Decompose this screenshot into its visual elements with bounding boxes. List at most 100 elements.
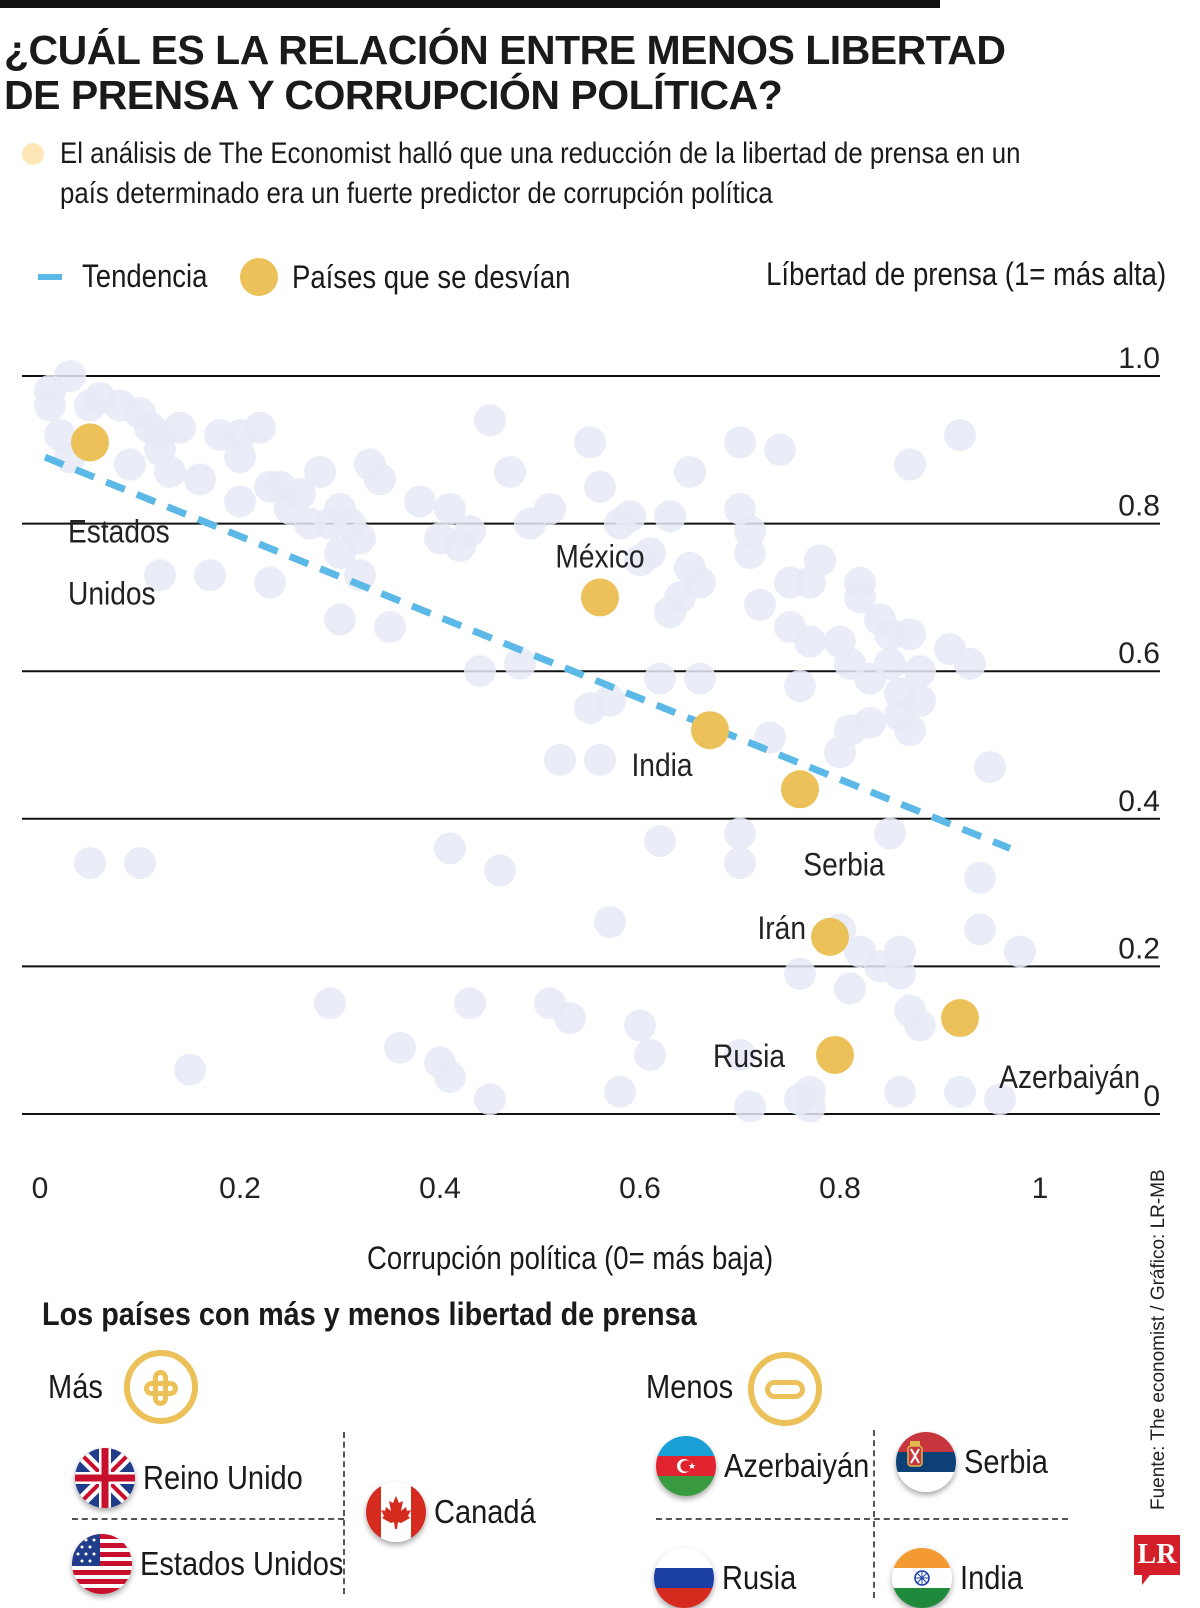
data-point <box>634 1038 666 1071</box>
data-point <box>594 906 626 939</box>
country-canada: Canadá <box>366 1482 550 1542</box>
data-point <box>724 1038 756 1071</box>
plus-icon <box>124 1350 198 1424</box>
highlight-point <box>71 423 109 462</box>
data-point <box>314 987 346 1020</box>
data-point <box>584 470 616 503</box>
country-label: Irán <box>757 911 806 946</box>
azerbaijan-flag-icon <box>656 1436 716 1496</box>
data-point <box>894 448 926 481</box>
country-india: India <box>892 1548 1032 1608</box>
y-tick-label: 0.6 <box>1118 637 1160 670</box>
top-rule <box>0 0 940 8</box>
data-point <box>684 662 716 695</box>
data-point <box>904 655 936 688</box>
data-point <box>494 455 526 488</box>
country-label: India <box>631 749 692 784</box>
data-point <box>674 455 706 488</box>
country-name: Estados Unidos <box>140 1545 344 1582</box>
russia-flag-icon <box>654 1548 714 1608</box>
data-point <box>734 514 766 547</box>
country-name: Serbia <box>964 1443 1048 1480</box>
intro-text: El análisis de The Economist halló que u… <box>60 137 1021 210</box>
country-rusia: Rusia <box>654 1548 806 1608</box>
country-name: India <box>960 1559 1023 1596</box>
data-point <box>894 714 926 747</box>
data-point <box>434 832 466 865</box>
data-point <box>974 751 1006 784</box>
legend-highlight-label: Países que se desvían <box>292 258 571 295</box>
highlight-point <box>781 770 819 809</box>
data-point <box>184 463 216 496</box>
y-axis-title: Líbertad de prensa (1= más alta) <box>765 256 1166 292</box>
x-tick-label: 0.4 <box>419 1172 461 1205</box>
data-point <box>574 426 606 459</box>
data-point <box>664 581 696 614</box>
data-point <box>484 854 516 887</box>
highlight-point <box>811 917 849 956</box>
y-tick-label: 0.8 <box>1118 490 1160 523</box>
data-point <box>594 684 626 717</box>
lr-logo: LR <box>1134 1535 1180 1585</box>
legend-highlight: Países que se desvían <box>240 258 616 296</box>
highlight-point <box>581 578 619 617</box>
data-point <box>584 743 616 776</box>
data-point <box>884 1075 916 1108</box>
usa-flag-icon <box>72 1534 132 1594</box>
y-tick-label: 1.0 <box>1118 342 1160 375</box>
data-point <box>764 433 796 466</box>
data-point <box>244 411 276 444</box>
data-point <box>944 1075 976 1108</box>
intro-note: El análisis de The Economist halló que u… <box>22 134 1102 214</box>
country-label: Rusia <box>713 1039 785 1074</box>
data-point <box>504 647 536 680</box>
y-tick-label: 0.2 <box>1118 932 1160 965</box>
mas-divider-vertical <box>343 1432 345 1594</box>
data-point <box>454 987 486 1020</box>
data-point <box>124 847 156 880</box>
data-point <box>854 706 886 739</box>
data-point <box>364 463 396 496</box>
data-point <box>964 913 996 946</box>
highlight-point <box>816 1035 854 1074</box>
source-credit: Fuente: The economist / Gráfico: LR-MB <box>1148 1169 1169 1510</box>
trend-line <box>43 453 1012 852</box>
data-point <box>804 544 836 577</box>
data-point <box>554 1002 586 1035</box>
data-point <box>734 1090 766 1123</box>
scatter-chart: Estados Unidos México India Serbia Irán Rusia A… <box>22 342 1160 1205</box>
intro-dot <box>22 143 44 165</box>
data-point <box>724 847 756 880</box>
country-label: Azerbaiyán <box>999 1060 1140 1095</box>
data-point <box>624 544 656 577</box>
title-line-2: DE PRENSA Y CORRUPCIÓN POLÍTICA? <box>4 72 783 118</box>
data-point <box>944 419 976 452</box>
data-point <box>144 559 176 592</box>
data-point <box>434 1061 466 1094</box>
x-tick-label: 0.6 <box>619 1172 661 1205</box>
data-point <box>54 360 86 392</box>
data-point <box>624 1009 656 1042</box>
country-label: Estados <box>68 515 170 550</box>
data-point <box>1004 935 1036 968</box>
data-point <box>154 455 186 488</box>
country-name: Rusia <box>722 1559 797 1596</box>
country-estados-unidos: Estados Unidos <box>72 1534 371 1594</box>
data-point <box>34 389 66 422</box>
data-point <box>734 537 766 570</box>
x-tick-label: 0 <box>32 1172 49 1205</box>
mas-divider-horizontal <box>72 1518 344 1520</box>
data-point <box>384 1031 416 1064</box>
data-point <box>374 610 406 643</box>
india-flag-icon <box>892 1548 952 1608</box>
data-point <box>844 566 876 599</box>
canada-flag-icon <box>366 1482 426 1542</box>
country-label: Unidos <box>68 577 156 612</box>
data-point <box>614 500 646 533</box>
x-tick-label: 0.2 <box>219 1172 261 1205</box>
data-point <box>324 603 356 636</box>
data-point <box>74 847 106 880</box>
data-point <box>824 736 856 769</box>
data-point <box>964 861 996 894</box>
data-point <box>464 655 496 688</box>
